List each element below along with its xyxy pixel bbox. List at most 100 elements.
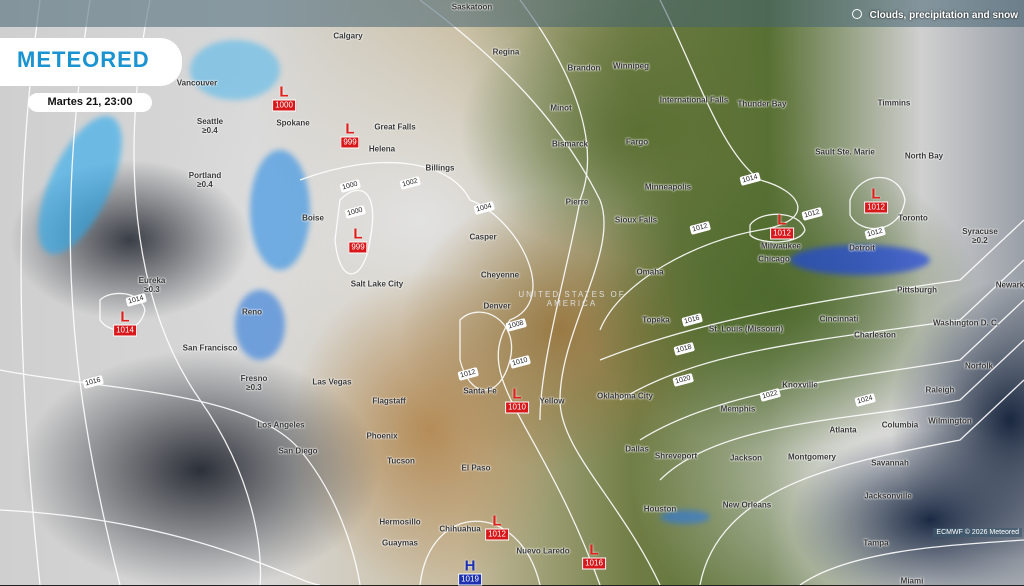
- city-name: Jacksonville: [864, 491, 912, 501]
- precip-amount: ≥0.3: [144, 285, 160, 294]
- city-name: Oklahoma City: [596, 391, 654, 401]
- pressure-type: H: [464, 557, 476, 575]
- city-label: Topeka: [642, 316, 669, 325]
- city-label: Cincinnati: [820, 315, 859, 324]
- city-name: Helena: [368, 144, 396, 154]
- city-name: Phoenix: [366, 431, 398, 441]
- city-name: Minot: [550, 103, 572, 113]
- city-label: Billings: [426, 164, 455, 173]
- city-name: Toronto: [898, 213, 928, 223]
- city-label: Yellow: [540, 397, 565, 406]
- city-name: Portland: [188, 171, 222, 180]
- city-name: Reno: [242, 307, 262, 317]
- city-label: Wilmington: [928, 417, 971, 426]
- city-name: Saskatoon: [451, 2, 493, 12]
- city-name: Savannah: [871, 458, 909, 468]
- city-name: Montgomery: [788, 452, 836, 462]
- city-name: San Francisco: [182, 343, 238, 353]
- city-label: Minot: [550, 104, 571, 113]
- city-label: Oklahoma City: [597, 392, 653, 401]
- low-pressure-center: L 1012: [770, 213, 794, 240]
- city-label: Flagstaff: [372, 397, 405, 406]
- city-name: Columbia: [881, 420, 919, 430]
- precip-amount: ≥0.3: [246, 383, 262, 392]
- low-pressure-center: L 1014: [113, 310, 137, 337]
- forecast-datetime[interactable]: Martes 21, 23:00: [28, 93, 152, 112]
- country-label: UNITED STATES OF AMERICA: [518, 290, 626, 308]
- city-name: Newark: [995, 280, 1024, 290]
- city-label: St. Louis (Missouri): [709, 325, 783, 334]
- pressure-type: L: [512, 385, 522, 403]
- city-label: Los Angeles: [257, 421, 304, 430]
- meteored-logo[interactable]: METEORED: [17, 47, 150, 72]
- credit-text: ECMWF © 2026 Meteored: [933, 528, 1022, 537]
- city-name: Jackson: [729, 453, 763, 463]
- low-pressure-center: L 999: [340, 120, 360, 149]
- city-name: Brandon: [567, 63, 601, 73]
- logo-container: [0, 38, 182, 86]
- city-name: Eureka: [138, 276, 166, 285]
- pressure-type: L: [345, 120, 355, 138]
- city-label: Calgary: [333, 32, 362, 41]
- city-label: Charleston: [854, 331, 896, 340]
- city-label: Guaymas: [382, 539, 418, 548]
- city-name: Detroit: [849, 243, 875, 253]
- city-name: Knoxville: [782, 380, 818, 390]
- city-name: Pittsburgh: [897, 285, 937, 295]
- city-label: Houston: [644, 505, 676, 514]
- city-name: Norfolk: [965, 361, 993, 371]
- city-name: New Orleans: [722, 500, 772, 510]
- city-name: Great Falls: [374, 122, 416, 132]
- low-pressure-center: L 1012: [485, 514, 509, 541]
- city-name: San Diego: [278, 446, 318, 456]
- city-label: Pierre: [566, 198, 589, 207]
- city-label: Eureka ≥0.3: [139, 276, 166, 294]
- city-label: Boise: [302, 214, 324, 223]
- city-label: Minneapolis: [645, 183, 691, 192]
- pressure-type: L: [120, 308, 130, 326]
- city-name: Sioux Falls: [614, 215, 658, 225]
- city-label: Nuevo Laredo: [516, 547, 569, 556]
- pressure-value: 1012: [864, 201, 888, 214]
- city-label: Shreveport: [655, 452, 697, 461]
- layer-selector[interactable]: Clouds, precipitation and snow: [851, 9, 1018, 21]
- city-name: Boise: [302, 213, 324, 223]
- precipitation-area: [250, 150, 310, 270]
- city-name: Shreveport: [654, 451, 698, 461]
- pressure-value: 1014: [113, 324, 137, 337]
- city-label: Sault Ste. Marie: [815, 148, 875, 157]
- city-label: Milwaukee: [761, 242, 801, 251]
- city-label: Brandon: [568, 64, 601, 73]
- city-name: Charleston: [854, 330, 896, 340]
- city-name: Fresno: [240, 374, 268, 383]
- city-name: Miami: [900, 576, 924, 586]
- city-label: Casper: [469, 233, 496, 242]
- city-name: Chicago: [758, 254, 790, 264]
- city-name: Regina: [492, 47, 520, 57]
- city-label: Fargo: [626, 138, 648, 147]
- city-name: Vancouver: [176, 78, 218, 88]
- precipitation-area: [660, 510, 710, 524]
- city-label: Helena: [369, 145, 395, 154]
- city-name: Calgary: [333, 31, 363, 41]
- city-name: Raleigh: [925, 385, 955, 395]
- city-label: Jackson: [730, 454, 762, 463]
- city-label: Vancouver: [177, 79, 217, 88]
- city-label: Washington D. C.: [933, 319, 999, 328]
- city-name: Milwaukee: [760, 241, 802, 251]
- city-name: Houston: [643, 504, 677, 514]
- city-name: Thunder Bay: [737, 99, 787, 109]
- pressure-type: L: [353, 225, 363, 243]
- city-label: North Bay: [905, 152, 943, 161]
- city-name: El Paso: [461, 463, 491, 473]
- pressure-value: 999: [340, 136, 360, 149]
- precipitation-area: [235, 290, 285, 360]
- city-label: Miami: [901, 577, 924, 586]
- city-label: Dallas: [625, 445, 649, 454]
- pressure-value: 1012: [770, 227, 794, 240]
- pressure-value: 1016: [582, 557, 606, 570]
- city-name: St. Louis (Missouri): [708, 324, 784, 334]
- city-name: Dallas: [625, 444, 649, 454]
- city-name: Los Angeles: [257, 420, 305, 430]
